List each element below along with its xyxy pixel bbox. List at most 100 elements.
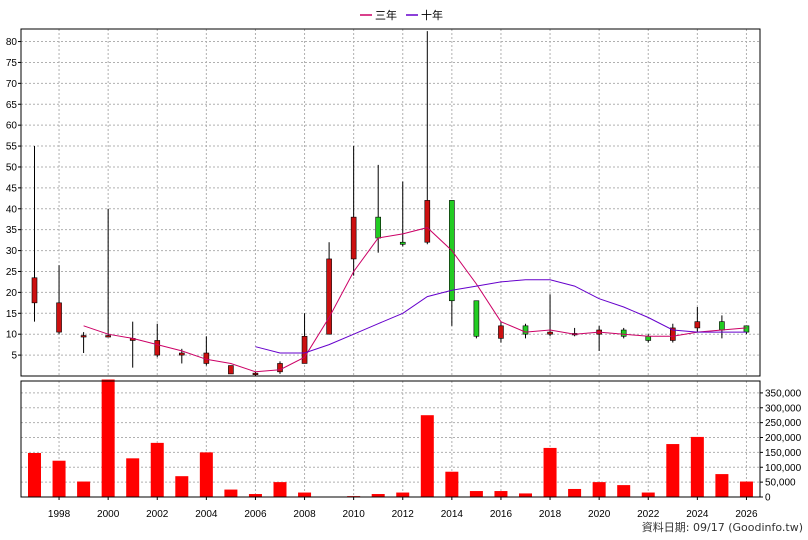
volume-bar [519, 493, 532, 497]
candle [154, 323, 161, 358]
candle [620, 327, 627, 339]
volume-bar [568, 488, 582, 497]
candle [547, 294, 553, 337]
candle [105, 208, 111, 338]
price-tick-label: 30 [6, 246, 18, 257]
candle [80, 332, 87, 354]
candle-body [522, 325, 529, 335]
candle [473, 300, 480, 339]
candle-body [80, 335, 87, 338]
price-tick-label: 50 [6, 162, 18, 173]
candle-body [498, 325, 504, 339]
volume-tick-label: 350,000 [765, 388, 802, 399]
price-tick-label: 65 [6, 100, 18, 111]
candle [350, 146, 357, 276]
grid [21, 29, 760, 498]
price-tick-label: 70 [6, 79, 18, 90]
volume-panel-frame [20, 380, 761, 498]
x-tick-label: 2002 [146, 509, 169, 520]
legend-item: 十年 [406, 8, 443, 22]
legend-label: 十年 [421, 8, 443, 22]
price-tick-label: 75 [6, 58, 18, 69]
volume-bars [28, 379, 753, 498]
candle-body [350, 216, 357, 260]
volume-bar [617, 485, 631, 497]
candle-body [620, 329, 627, 337]
candle [399, 181, 406, 247]
x-tick-label: 2016 [490, 509, 513, 520]
volume-bar [396, 492, 410, 497]
price-tick-label: 25 [6, 267, 18, 278]
x-tick-label: 2022 [637, 509, 660, 520]
candle [31, 146, 38, 322]
volume-bar [175, 476, 189, 497]
x-tick-label: 2020 [588, 509, 611, 520]
candle [571, 327, 578, 337]
candle-body [301, 335, 308, 364]
x-tick-label: 1998 [48, 509, 71, 520]
price-panel-frame [20, 28, 761, 377]
x-tick-label: 2012 [392, 509, 415, 520]
candle-body [375, 216, 382, 239]
volume-bar [739, 481, 753, 497]
volume-bar [126, 458, 140, 497]
plot-frames [20, 28, 761, 498]
candle-body [645, 335, 652, 341]
price-tick-label: 55 [6, 142, 18, 153]
candle [129, 321, 136, 368]
price-tick-label: 5 [11, 351, 17, 362]
candle-body [252, 372, 259, 375]
x-tick-label: 2010 [343, 509, 366, 520]
candle [252, 371, 259, 376]
volume-bar [690, 436, 704, 497]
candle-body [228, 365, 234, 375]
x-tick-label: 2006 [244, 509, 267, 520]
volume-tick-label: 250,000 [765, 418, 802, 429]
legend-label: 三年 [375, 8, 397, 22]
volume-tick-label: 100,000 [765, 463, 802, 474]
candle [56, 265, 62, 335]
candle [375, 164, 382, 253]
legend: 三年 十年 [360, 8, 443, 22]
source-label: 資料日期: 09/17 (Goodinfo.tw) [642, 520, 803, 534]
moving-average-lines [83, 227, 747, 373]
x-tick-label: 2014 [441, 509, 464, 520]
candle-body [399, 241, 406, 245]
candle-body [105, 335, 111, 338]
candle [522, 323, 529, 339]
volume-bar [445, 471, 459, 497]
price-tick-label: 20 [6, 288, 18, 299]
price-tick-label: 80 [6, 37, 18, 48]
volume-bar [52, 460, 66, 497]
candle [424, 31, 431, 245]
legend-item: 三年 [360, 8, 397, 22]
volume-bar [641, 492, 655, 497]
candle-body [277, 363, 283, 373]
volume-tick-label: 50,000 [765, 478, 796, 489]
candle [301, 313, 308, 364]
series-line-ten-year [255, 279, 747, 354]
price-axis-ticks: 5 10 15 20 25 30 35 40 45 50 55 60 65 70 75 80 [6, 37, 21, 362]
candle-body [56, 302, 62, 333]
candle-body [473, 300, 480, 337]
volume-bar [592, 482, 606, 497]
x-tick-label: 2024 [686, 509, 709, 520]
volume-bar [77, 481, 91, 497]
price-tick-label: 35 [6, 225, 18, 236]
candle [645, 334, 652, 343]
candle-body [719, 321, 725, 331]
candle-body [179, 352, 185, 356]
candles [31, 31, 750, 376]
volume-bar [248, 494, 262, 497]
volume-tick-label: 200,000 [765, 433, 802, 444]
volume-tick-label: 0 [765, 493, 771, 504]
volume-bar [28, 452, 41, 497]
candle-body [694, 321, 701, 329]
candle [596, 325, 602, 351]
volume-bar [371, 494, 385, 497]
volume-bar [494, 491, 508, 497]
x-tick-label: 2018 [539, 509, 562, 520]
price-tick-label: 45 [6, 183, 18, 194]
candle-body [31, 277, 38, 304]
